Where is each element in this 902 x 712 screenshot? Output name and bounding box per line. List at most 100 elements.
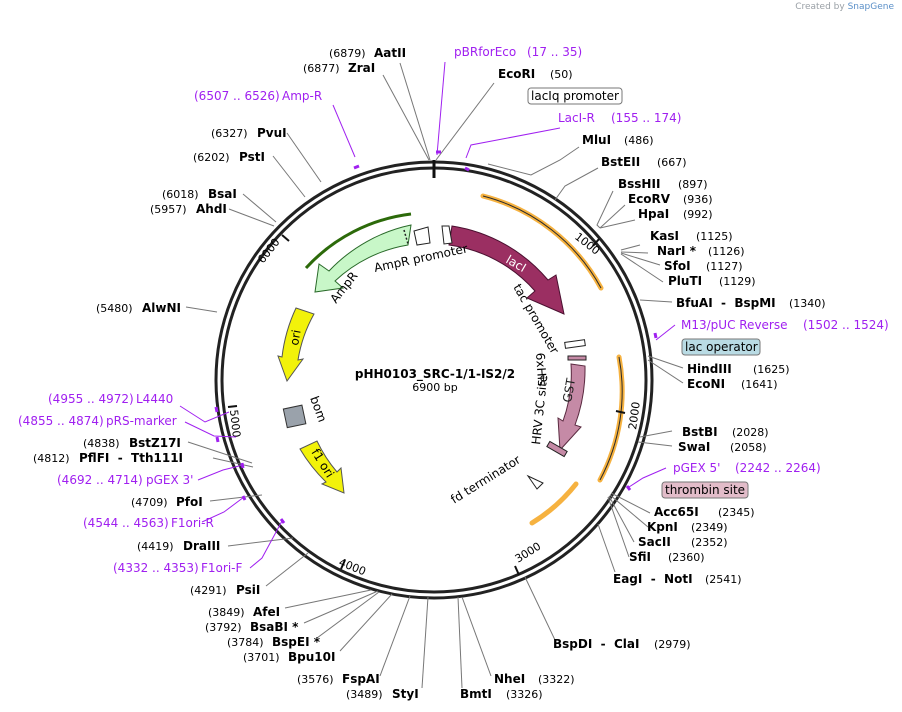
feature-lac-operator-mark xyxy=(564,339,586,349)
site-pos-BsaBI: (3792) xyxy=(205,621,242,634)
site-pos-SfiI: (2360) xyxy=(668,551,705,564)
site-pos-EcoRV: (936) xyxy=(683,193,713,206)
primer-range-pGEX3: (4692 .. 4714) xyxy=(57,473,143,487)
primer-name-F1ori-F: F1ori-F xyxy=(201,561,242,575)
thrombin-site-label: thrombin site xyxy=(665,483,745,497)
site-pos-EcoNI: (1641) xyxy=(741,378,778,391)
feature-AmpR-dash xyxy=(403,229,409,245)
site-name-PvuI: PvuI xyxy=(257,126,287,140)
primer-range-Amp-R: (6507 .. 6526) xyxy=(194,89,280,103)
site-name-BstZ17I: BstZ17I xyxy=(129,436,181,450)
primer-range-F1ori-R: (4544 .. 4563) xyxy=(83,516,169,530)
site-name-StyI: StyI xyxy=(392,687,419,701)
site-name-MluI: MluI xyxy=(582,133,611,147)
site-pos-BmtI: (3326) xyxy=(506,688,543,701)
snapgene-credit: Created by SnapGene xyxy=(795,2,894,12)
lac-operator-label: lac operator xyxy=(685,340,758,354)
site-pos-AhdI: (5957) xyxy=(150,203,187,216)
primer-name-pGEX5: pGEX 5' xyxy=(673,461,720,475)
site-name-NheI: NheI xyxy=(494,672,525,686)
site-pos-BstZ17I: (4838) xyxy=(83,437,120,450)
site-pos-EcoRI: (50) xyxy=(550,68,573,81)
feature-label-bom: bom xyxy=(307,394,329,424)
site-pos-BspDI: (2979) xyxy=(654,638,691,651)
feature-GST xyxy=(557,363,586,452)
site-name-DraIII: DraIII xyxy=(183,539,220,553)
lacIq-promoter-box xyxy=(527,87,623,105)
feature-AmpR-edge xyxy=(304,212,412,270)
site-pos-Acc65I: (2345) xyxy=(718,506,755,519)
site-pos-BfuAI: (1340) xyxy=(789,297,826,310)
site-pos-BssHII: (897) xyxy=(678,178,708,191)
site-pos-PluTI: (1129) xyxy=(719,275,756,288)
feature-ori xyxy=(277,307,315,383)
site-pos-SacII: (2352) xyxy=(691,536,728,549)
site-name-FspAI: FspAI xyxy=(342,672,380,686)
site-name-EcoRI: EcoRI xyxy=(498,67,535,81)
thrombin-site-box xyxy=(661,481,749,499)
primer-name-LacI-R: LacI-R xyxy=(558,111,595,125)
feature-AmpR xyxy=(314,224,412,293)
feature-lacI xyxy=(448,225,565,315)
orf-arc-fd xyxy=(529,481,579,526)
site-pos-AfeI: (3849) xyxy=(208,606,245,619)
feature-ampr-promoter-mark xyxy=(413,226,431,246)
leader-lines xyxy=(185,62,684,689)
primer-range-F1ori-F: (4332 .. 4353) xyxy=(113,561,199,575)
feature-label-GST: GST xyxy=(560,377,578,404)
primer-name-pGEX3: pGEX 3' xyxy=(146,473,193,487)
orf-arc-outlines xyxy=(482,195,623,481)
site-pos-HpaI: (992) xyxy=(683,208,713,221)
feature-bom xyxy=(282,404,307,429)
feature-label-fd: fd terminator xyxy=(448,453,523,507)
site-pos-AlwNI: (5480) xyxy=(96,302,133,315)
site-name-PstI: PstI xyxy=(239,150,265,164)
site-name-AatII: AatII xyxy=(374,46,406,60)
site-pos-EagI: (2541) xyxy=(705,573,742,586)
site-name-EcoRV: EcoRV xyxy=(628,192,671,206)
feature-fd-terminator-mark xyxy=(526,474,544,490)
site-pos-BspEI: (3784) xyxy=(227,636,264,649)
site-name-HpaI: HpaI xyxy=(638,207,669,221)
site-name-HindIII: HindIII xyxy=(687,362,732,376)
site-pos-FspAI: (3576) xyxy=(297,673,334,686)
feature-hrv-mark xyxy=(546,440,568,458)
site-pos-BsaI: (6018) xyxy=(162,188,199,201)
feature-label-6xHis: 6xHis xyxy=(533,352,549,386)
site-name-BspEI: BspEI * xyxy=(272,635,321,649)
primer-range-pBRforEco: (17 .. 35) xyxy=(527,45,582,59)
site-name-SfiI: SfiI xyxy=(629,550,651,564)
site-pos-HindIII: (1625) xyxy=(753,363,790,376)
site-name-BstBI: BstBI xyxy=(682,425,718,439)
primer-name-pRS: pRS-marker xyxy=(106,414,177,428)
plasmid-size: 6900 bp xyxy=(412,381,457,394)
tick-label-5000: 5000 xyxy=(227,409,243,438)
lac-operator-box xyxy=(681,338,761,356)
primer-name-F1ori-R: F1ori-R xyxy=(171,516,214,530)
primer-name-M13: M13/pUC Reverse xyxy=(681,318,788,332)
feature-ampr-promoter-mark-2 xyxy=(441,225,453,245)
site-name-ZraI: ZraI xyxy=(348,61,375,75)
tick-label-2000: 2000 xyxy=(626,401,643,431)
primer-range-LacI-R: (155 .. 174) xyxy=(611,111,681,125)
site-name-SacII: SacII xyxy=(638,535,671,549)
site-name-BsaBI: BsaBI * xyxy=(250,620,299,634)
primer-range-pRS: (4855 .. 4874) xyxy=(18,414,104,428)
primer-lines xyxy=(179,61,676,569)
site-name-EagI: EagI - NotI xyxy=(613,572,693,586)
primer-marks xyxy=(214,150,658,524)
site-pos-MluI: (486) xyxy=(624,134,654,147)
site-pos-NheI: (3322) xyxy=(538,673,575,686)
site-name-BstEII: BstEII xyxy=(601,155,640,169)
credit-prefix: Created by xyxy=(795,2,845,12)
site-name-AfeI: AfeI xyxy=(253,605,280,619)
site-name-BsaI: BsaI xyxy=(208,187,237,201)
site-name-KpnI: KpnI xyxy=(647,520,678,534)
tick-marks xyxy=(227,234,626,576)
site-pos-ZraI: (6877) xyxy=(303,62,340,75)
feature-f1ori xyxy=(299,440,345,494)
feature-label-ori: ori xyxy=(287,329,303,347)
primer-name-Amp-R: Amp-R xyxy=(282,89,322,103)
site-pos-DraIII: (4419) xyxy=(137,540,174,553)
site-pos-NarI: (1126) xyxy=(708,245,745,258)
